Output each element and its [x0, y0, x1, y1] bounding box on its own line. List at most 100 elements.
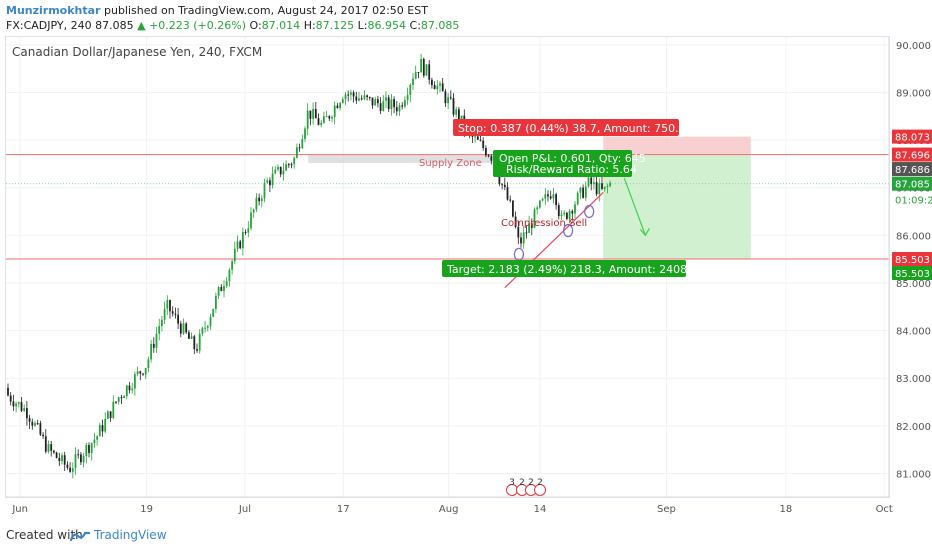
event-marker-circle — [534, 484, 546, 496]
candle-body — [163, 308, 166, 320]
x-tick-label: 19 — [140, 504, 153, 515]
candle-body — [274, 169, 277, 174]
chart-title: Canadian Dollar/Japanese Yen, 240, FXCM — [12, 45, 262, 59]
candle-body — [244, 232, 247, 234]
candle-body — [485, 147, 487, 156]
candle-body — [304, 128, 306, 139]
candle-body — [347, 94, 350, 96]
candle-body — [333, 105, 336, 118]
candle-body — [314, 108, 317, 119]
candle-body — [536, 207, 539, 210]
published-text: published on TradingView.com, August 24,… — [103, 4, 428, 17]
symbol-label[interactable]: FX:CADJPY, 240 — [6, 19, 92, 32]
candle-body — [98, 425, 101, 437]
candle-body — [533, 209, 536, 228]
candle-body — [563, 212, 566, 215]
candle-body — [374, 99, 377, 106]
event-marker-label: 2 — [519, 478, 525, 488]
candle-body — [142, 373, 144, 375]
candle-body — [420, 58, 422, 73]
candle-body — [449, 97, 452, 99]
up-arrow-icon: ▲ — [137, 19, 146, 32]
candle-body — [344, 94, 347, 100]
candle-body — [598, 183, 601, 195]
y-tick-label: 89.000 — [896, 88, 931, 99]
candle-body — [247, 228, 250, 233]
candle-body — [441, 83, 444, 92]
target-label: Target: 2.183 (2.49%) 218.3, Amount: 240… — [446, 263, 705, 276]
candle-body — [409, 84, 412, 96]
candle-body — [220, 287, 223, 291]
candle-body — [233, 248, 236, 262]
candle-body — [66, 464, 69, 468]
candle-body — [228, 269, 231, 282]
candle-body — [452, 98, 455, 115]
candle-body — [250, 212, 252, 229]
candle-body — [506, 187, 509, 200]
price-tag-line: 87.696 — [895, 151, 930, 162]
candle-body — [560, 214, 563, 217]
stop-zone-box — [603, 136, 751, 156]
candle-body — [379, 103, 382, 111]
candle-body — [422, 58, 425, 76]
chart-canvas[interactable]: Canadian Dollar/Japanese Yen, 240, FXCM S… — [0, 0, 932, 520]
chart-header: Munzirmokhtar published on TradingView.c… — [0, 0, 932, 36]
y-tick-label: 82.000 — [896, 422, 931, 433]
candle-body — [404, 100, 406, 107]
candle-body — [528, 223, 530, 233]
price-tag-last: 87.085 — [895, 180, 930, 191]
candle-body — [34, 423, 36, 426]
candle-body — [393, 99, 395, 108]
y-tick-label: 83.000 — [896, 374, 931, 385]
candle-body — [398, 105, 401, 112]
candle-body — [26, 408, 28, 419]
pnl-label: Open P&L: 0.601, Qty: 645 — [499, 152, 646, 165]
candle-body — [23, 408, 26, 411]
candle-body — [260, 198, 263, 202]
candle-body — [539, 200, 541, 208]
risk-reward-label: Risk/Reward Ratio: 5.64 — [506, 163, 637, 176]
candle-body — [509, 199, 512, 201]
candle-body — [109, 411, 112, 418]
candle-body — [44, 436, 47, 452]
candle-body — [47, 444, 50, 452]
candle-body — [498, 175, 501, 184]
y-tick-label: 84.000 — [896, 327, 931, 338]
candle-body — [431, 79, 433, 86]
candle-body — [193, 336, 196, 350]
candle-body — [433, 85, 436, 90]
candle-body — [90, 443, 93, 453]
candle-body — [198, 333, 201, 351]
candle-body — [606, 186, 609, 188]
candle-body — [557, 205, 560, 217]
candle-body — [458, 109, 460, 122]
author-link[interactable]: Munzirmokhtar — [6, 4, 101, 17]
candle-body — [31, 421, 34, 426]
candle-body — [236, 241, 239, 249]
candle-body — [190, 336, 193, 339]
candle-body — [144, 368, 147, 375]
high-label: H: — [303, 19, 316, 32]
price-tag-bg — [892, 252, 932, 267]
candle-body — [287, 164, 290, 166]
high-value: 87.125 — [315, 19, 355, 32]
candle-body — [20, 402, 23, 411]
price-tag-bg — [892, 129, 932, 144]
candle-body — [590, 177, 593, 185]
candle-body — [566, 212, 568, 219]
candle-body — [312, 108, 314, 119]
price-tag-target: 85.503 — [895, 269, 930, 280]
candle-body — [568, 211, 571, 219]
sell-arrow-head — [639, 228, 650, 237]
pnl-label-bg — [493, 150, 632, 177]
candle-body — [390, 99, 393, 110]
candle-body — [439, 83, 441, 86]
tradingview-brand[interactable]: TradingView — [94, 528, 167, 542]
candle-body — [412, 78, 414, 85]
candle-body — [53, 450, 55, 453]
candle-body — [115, 401, 117, 403]
candle-body — [36, 423, 39, 425]
candle-body — [328, 116, 331, 119]
tradingview-logo-icon — [70, 531, 90, 542]
candle-body — [417, 72, 420, 74]
